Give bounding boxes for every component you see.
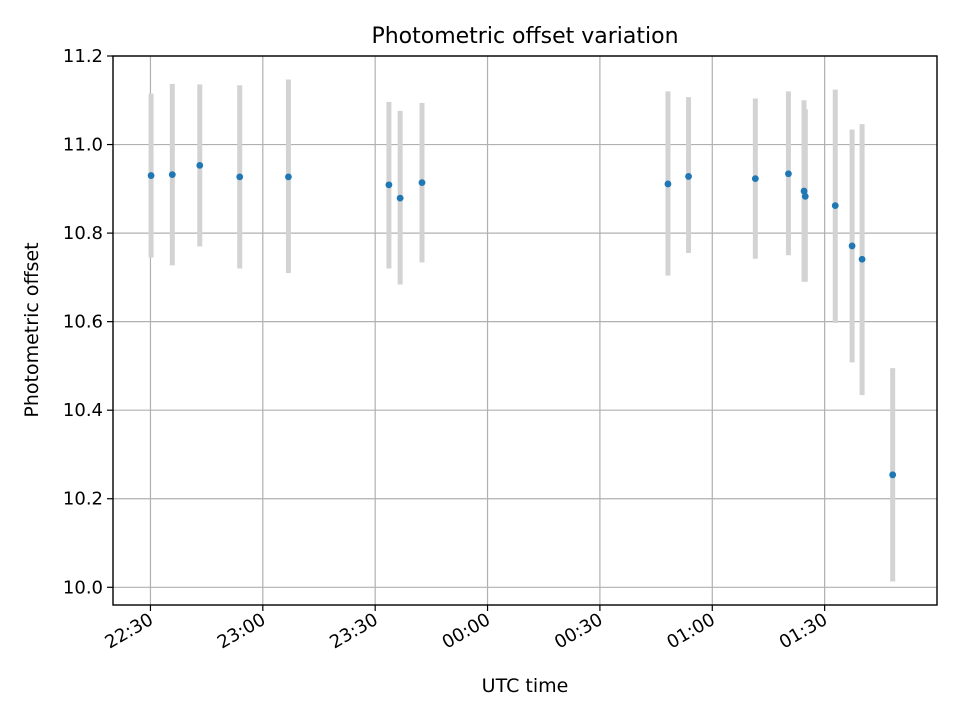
- plot-frame: [112, 55, 938, 606]
- data-point: [196, 161, 204, 169]
- data-point: [396, 194, 404, 202]
- data-point: [147, 172, 155, 179]
- y-axis-label: Photometric offset: [21, 242, 43, 417]
- data-point: [848, 242, 856, 250]
- chart-title: Photometric offset variation: [371, 24, 678, 49]
- y-tick-label: 10.4: [63, 400, 103, 421]
- y-tick-label: 10.0: [63, 577, 103, 598]
- data-point: [785, 170, 792, 178]
- x-axis-label: UTC time: [482, 675, 569, 697]
- y-tick-label: 10.2: [63, 489, 103, 510]
- y-tick-label: 10.6: [63, 312, 103, 333]
- data-point: [418, 179, 426, 187]
- data-point: [664, 180, 672, 188]
- data-point: [236, 173, 244, 181]
- y-tick-label: 10.8: [63, 223, 103, 244]
- data-point: [168, 171, 176, 179]
- data-point: [751, 175, 759, 183]
- data-point: [858, 255, 866, 263]
- data-point: [889, 471, 897, 479]
- data-point: [801, 192, 809, 200]
- data-point: [685, 173, 692, 180]
- data-point: [285, 173, 292, 181]
- data-point: [385, 181, 393, 189]
- data-point: [800, 187, 808, 195]
- y-tick-label: 11.2: [63, 46, 103, 67]
- data-point: [831, 202, 839, 210]
- data-points: [147, 161, 897, 479]
- y-tick-label: 11.0: [63, 135, 103, 156]
